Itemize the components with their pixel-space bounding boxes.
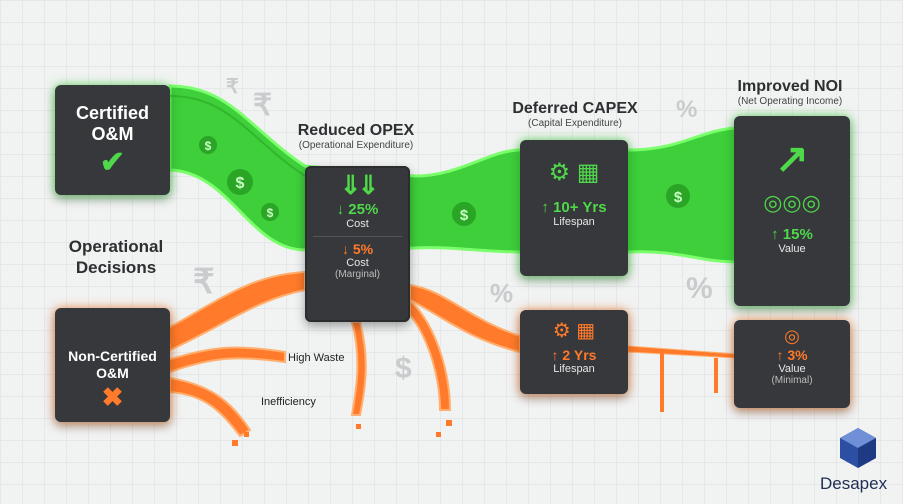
opex-top-value: ↓ 25% <box>336 201 379 218</box>
noi-bottom-label: Value <box>778 363 806 375</box>
capex-title: Deferred CAPEX (Capital Expenditure) <box>512 100 638 129</box>
opex-title: Reduced OPEX (Operational Expenditure) <box>297 122 415 151</box>
logo-text: Desapex <box>820 474 888 493</box>
capex-top-card: ⚙ ▦ ↑ 10+ Yrs Lifespan <box>520 140 628 276</box>
svg-text:$: $ <box>460 207 469 224</box>
certified-card: Certified O&M ✔ <box>55 85 170 195</box>
opex-top-label: Cost <box>346 218 369 230</box>
noi-top-label: Value <box>778 243 806 255</box>
machine-calendar-icon: ⚙ ▦ <box>548 159 600 186</box>
capex-top-value: ↑ 10+ Yrs <box>541 199 607 216</box>
certified-label: Certified O&M <box>75 103 149 144</box>
coins-icon: ◎ <box>784 326 800 346</box>
noi-top-value: ↑ 15% <box>771 226 813 243</box>
dollar-icon: $ <box>395 352 412 385</box>
rupee-icon: ₹ <box>253 89 273 122</box>
noi-bottom-value: ↑ 3% <box>776 347 808 363</box>
percent-icon: % <box>490 278 514 308</box>
capex-bottom-card: ⚙ ▦ ↑ 2 Yrs Lifespan <box>520 310 628 394</box>
noi-bottom-card: ◎ ↑ 3% Value (Minimal) <box>734 320 850 408</box>
svg-text:$: $ <box>674 189 683 206</box>
operational-decisions-label: Operational Decisions <box>68 237 164 277</box>
opex-bottom-label: Cost <box>346 257 369 269</box>
desapex-logo-icon <box>840 428 876 468</box>
noncertified-orange-flow <box>166 270 306 352</box>
down-arrows-icon: ⇓⇓ <box>339 170 380 200</box>
high-waste-label: High Waste <box>288 352 345 364</box>
cross-icon: ✖ <box>101 382 124 412</box>
svg-text:$: $ <box>236 175 245 192</box>
noi-title: Improved NOI (Net Operating Income) <box>737 78 843 107</box>
rupee-icon: ₹ <box>226 76 239 98</box>
capex-top-label: Lifespan <box>553 216 595 228</box>
svg-text:$: $ <box>267 206 274 220</box>
noi-top-card: ↗ ◎◎◎ ↑ 15% Value <box>734 116 850 306</box>
percent-icon: % <box>676 96 698 123</box>
opex-bottom-note: (Marginal) <box>334 269 380 280</box>
svg-text:$: $ <box>205 139 212 153</box>
capex-bottom-value: ↑ 2 Yrs <box>551 347 597 363</box>
noi-bottom-note: (Minimal) <box>771 375 813 386</box>
noncertified-label: Non-Certified O&M <box>68 348 157 381</box>
machine-calendar-icon: ⚙ ▦ <box>552 320 596 342</box>
opex-bottom-value: ↓ 5% <box>341 241 374 257</box>
coins-icon: ◎◎◎ <box>763 190 821 215</box>
rupee-icon: ₹ <box>193 263 215 301</box>
inefficiency-label: Inefficiency <box>261 396 316 408</box>
capex-bottom-label: Lifespan <box>553 363 595 375</box>
opex-card: ⇓⇓ ↓ 25% Cost ↓ 5% Cost (Marginal) <box>305 166 410 322</box>
noncertified-card: Non-Certified O&M ✖ <box>55 308 170 422</box>
percent-icon: % <box>686 272 713 305</box>
trend-up-icon: ↗ <box>775 137 809 181</box>
check-icon: ✔ <box>99 146 126 179</box>
